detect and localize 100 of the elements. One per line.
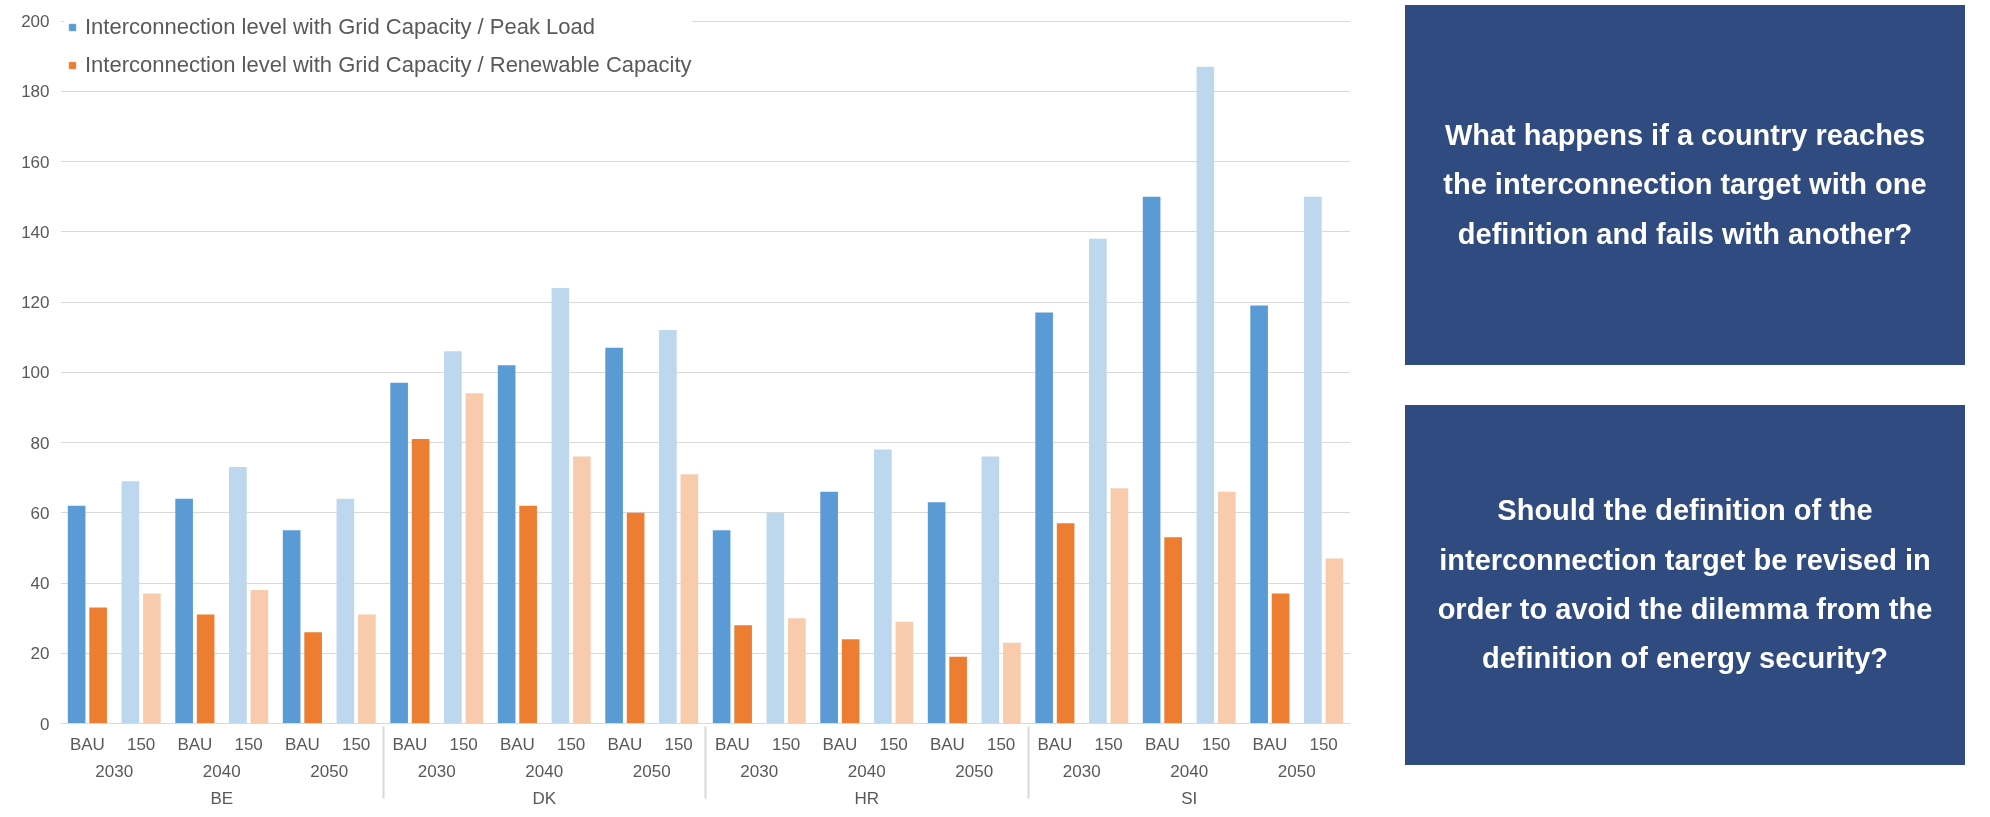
bar (981, 456, 1000, 724)
x-tick-label: 150 (986, 734, 1016, 754)
bar (949, 656, 967, 724)
x-tick-label: BAU (714, 734, 750, 754)
x-tick-label: BAU (822, 734, 858, 754)
bar (1035, 312, 1053, 724)
text: BE (210, 788, 234, 808)
text: 2030 (740, 761, 779, 781)
bar (465, 393, 484, 724)
bar (1164, 537, 1182, 724)
bar (680, 474, 699, 724)
bar (659, 330, 677, 724)
y-tick-label: 20 (30, 644, 50, 664)
text: 2050 (632, 761, 671, 781)
bar (196, 614, 215, 724)
text: 2040 (1170, 761, 1209, 781)
text: Should the definition of the interconnection target be revised in order to avoid the dilemma from the definition of energy security? (1436, 493, 1934, 677)
text: 2050 (955, 761, 994, 781)
legend-label: Interconnection level with Grid Capacity / Peak Load (85, 14, 595, 40)
x-tick-label: 150 (556, 734, 586, 754)
legend-label: Interconnection level with Grid Capacity / Renewable Capacity (85, 52, 692, 78)
bar (1218, 491, 1236, 724)
x-tick-label: BAU (1252, 734, 1288, 754)
x-tick-label: 150 (449, 734, 478, 754)
bar (358, 614, 376, 724)
y-tick-label: 160 (21, 152, 50, 172)
bar (250, 590, 269, 724)
bar (1196, 66, 1215, 724)
bar (336, 498, 355, 724)
bar (874, 449, 892, 724)
text: 2030 (1062, 761, 1101, 781)
y-tick-label: 200 (21, 12, 50, 32)
bar (121, 481, 140, 724)
bar (282, 530, 301, 724)
x-tick-label: BAU (1144, 734, 1180, 754)
bar (551, 287, 570, 724)
text: What happens if a country reaches the interconnection target with one definition and fails with another? (1442, 118, 1928, 252)
bar (788, 618, 806, 724)
bar (1003, 642, 1021, 724)
bar (1304, 196, 1322, 724)
y-tick-label: 180 (21, 82, 50, 102)
x-tick-label: 150 (1094, 734, 1123, 754)
x-tick-label: BAU (392, 734, 428, 754)
bar (1056, 523, 1075, 724)
text: 2040 (525, 761, 564, 781)
bar (895, 621, 914, 724)
x-tick-label: BAU (69, 734, 105, 754)
bar (497, 365, 516, 724)
text: 2030 (95, 761, 134, 781)
bar (67, 505, 86, 724)
bar (1271, 593, 1290, 724)
bar (1325, 558, 1344, 724)
x-tick-label: 150 (341, 734, 371, 754)
bar (573, 456, 591, 724)
bar (175, 498, 193, 724)
text: SI (1181, 788, 1198, 808)
bar (626, 512, 645, 724)
x-tick-label: 150 (1201, 734, 1231, 754)
text: DK (532, 788, 557, 808)
y-tick-label: 80 (30, 433, 50, 453)
bar (411, 439, 430, 724)
y-tick-label: 60 (30, 503, 50, 523)
bar (927, 502, 946, 724)
y-tick-label: 0 (40, 714, 50, 734)
bar (605, 347, 623, 724)
x-tick-label: BAU (284, 734, 320, 754)
text: 2050 (1277, 761, 1316, 781)
x-tick-label: 150 (126, 734, 156, 754)
y-tick-label: 100 (21, 363, 50, 383)
text: 2050 (310, 761, 349, 781)
text: 2040 (202, 761, 241, 781)
text: 2040 (847, 761, 886, 781)
bar (1142, 196, 1161, 724)
bar (841, 639, 860, 724)
bar (766, 512, 785, 724)
x-tick-label: 150 (771, 734, 801, 754)
text: 2030 (417, 761, 456, 781)
bar (229, 467, 247, 724)
bar (304, 632, 322, 724)
x-tick-label: 150 (234, 734, 263, 754)
bar (712, 530, 731, 724)
bar (519, 505, 537, 724)
bar (734, 625, 752, 724)
x-tick-label: BAU (929, 734, 965, 754)
x-tick-label: 150 (879, 734, 908, 754)
x-tick-label: 150 (1309, 734, 1338, 754)
bar (1110, 488, 1129, 724)
x-tick-label: BAU (177, 734, 213, 754)
y-tick-label: 40 (30, 574, 50, 594)
y-tick-label: 140 (21, 222, 50, 242)
bar (444, 351, 462, 724)
x-tick-label: 150 (664, 734, 693, 754)
y-tick-label: 120 (21, 293, 50, 313)
x-tick-label: BAU (1037, 734, 1073, 754)
bar (820, 491, 838, 724)
bar (89, 607, 107, 724)
x-tick-label: BAU (499, 734, 535, 754)
text: HR (854, 788, 880, 808)
bar (1250, 305, 1268, 724)
bar (1089, 238, 1107, 724)
